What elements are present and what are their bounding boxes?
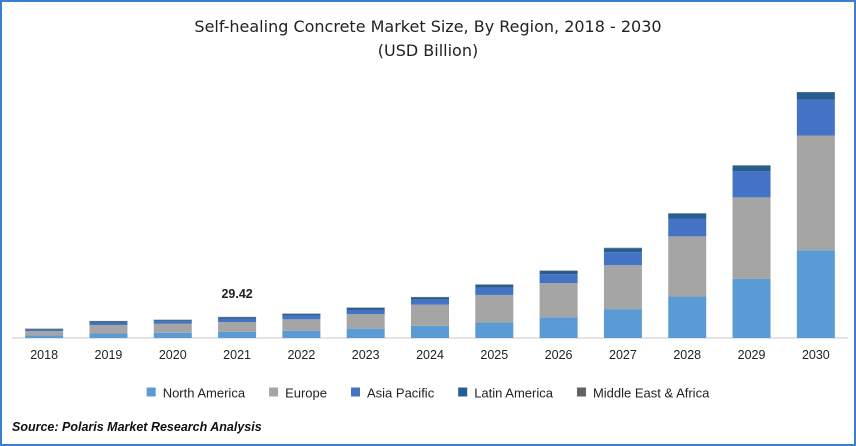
bar-latin-america-2024 — [411, 297, 449, 300]
x-tick-label-2026: 2026 — [545, 348, 573, 362]
bar-asia-pacific-2026 — [539, 274, 578, 284]
bar-asia-pacific-2019 — [89, 322, 128, 325]
bar-europe-2030 — [796, 135, 835, 251]
bar-asia-pacific-2024 — [411, 299, 449, 305]
data-label-2021: 29.42 — [221, 287, 252, 301]
annotations-group: 29.42 — [221, 287, 252, 301]
bar-asia-pacific-2021 — [218, 318, 257, 323]
x-tick-label-2027: 2027 — [609, 348, 637, 362]
bar-asia-pacific-2022 — [282, 315, 321, 320]
bar-europe-2023 — [346, 314, 385, 329]
bar-europe-2020 — [153, 323, 192, 333]
bar-asia-pacific-2023 — [346, 309, 385, 315]
bar-north-america-2019 — [89, 333, 128, 338]
bar-asia-pacific-2020 — [153, 321, 192, 324]
legend-label-latin-america: Latin America — [474, 386, 554, 401]
legend-swatch-asia-pacific — [351, 387, 360, 397]
bar-north-america-2018 — [25, 335, 64, 338]
chart-title: Self-healing Concrete Market Size, By Re… — [194, 17, 662, 36]
bar-north-america-2023 — [346, 328, 385, 338]
bar-asia-pacific-2028 — [668, 218, 707, 237]
bar-north-america-2022 — [282, 330, 321, 338]
bar-asia-pacific-2027 — [603, 252, 642, 266]
bar-europe-2018 — [25, 331, 64, 336]
x-tick-label-2023: 2023 — [352, 348, 380, 362]
x-tick-label-2020: 2020 — [159, 348, 187, 362]
legend-swatch-middle-east-and-africa — [576, 387, 586, 397]
bar-latin-america-2023 — [346, 307, 385, 310]
bar-north-america-2021 — [218, 331, 257, 338]
bar-north-america-2026 — [539, 317, 578, 338]
bar-asia-pacific-2030 — [796, 99, 835, 136]
bar-latin-america-2029 — [732, 165, 771, 172]
x-tick-label-2021: 2021 — [223, 348, 251, 362]
bar-latin-america-2020 — [153, 320, 192, 322]
legend-label-north-america: North America — [163, 386, 246, 401]
bar-north-america-2020 — [153, 332, 192, 338]
legend-label-asia-pacific: Asia Pacific — [367, 386, 435, 401]
x-tick-label-2029: 2029 — [738, 348, 766, 362]
bar-latin-america-2028 — [668, 213, 707, 219]
bar-latin-america-2022 — [282, 314, 321, 316]
legend-label-europe: Europe — [285, 386, 327, 401]
bar-latin-america-2026 — [539, 270, 578, 275]
bar-latin-america-2019 — [89, 321, 128, 323]
bar-asia-pacific-2029 — [732, 171, 771, 198]
bar-europe-2019 — [89, 324, 128, 334]
bar-north-america-2024 — [411, 325, 449, 338]
bar-latin-america-2025 — [475, 284, 514, 288]
bar-latin-america-2018 — [25, 329, 64, 330]
bar-europe-2024 — [411, 304, 449, 326]
x-tick-label-2019: 2019 — [95, 348, 123, 362]
x-tick-label-2022: 2022 — [287, 348, 315, 362]
legend-label-middle-east-and-africa: Middle East & Africa — [593, 386, 710, 401]
x-tick-labels: 2018 2019 2020 2021 2022 2023 2024 2025 2026 2027… — [30, 348, 830, 362]
bar-europe-2029 — [732, 197, 771, 279]
bar-europe-2025 — [475, 294, 514, 323]
chart-subtitle: (USD Billion) — [377, 41, 479, 60]
bar-asia-pacific-2025 — [475, 287, 514, 295]
legend: North America Europe Asia Pacific Latin Ame… — [146, 386, 710, 401]
legend-swatch-north-america — [146, 387, 156, 397]
bar-north-america-2029 — [732, 278, 771, 338]
bar-europe-2022 — [282, 319, 321, 331]
bar-north-america-2030 — [796, 250, 835, 338]
x-tick-label-2025: 2025 — [480, 348, 508, 362]
bar-latin-america-2027 — [603, 248, 642, 253]
bar-europe-2027 — [603, 265, 642, 310]
bars-group — [25, 92, 835, 338]
x-tick-label-2030: 2030 — [802, 348, 830, 362]
bar-europe-2026 — [539, 283, 578, 318]
bar-north-america-2028 — [668, 296, 707, 338]
bar-europe-2021 — [218, 322, 257, 332]
x-tick-label-2018: 2018 — [30, 348, 58, 362]
source-note: Source: Polaris Market Research Analysis — [12, 420, 262, 434]
legend-swatch-latin-america — [458, 387, 468, 397]
bar-asia-pacific-2018 — [25, 329, 64, 332]
bar-latin-america-2021 — [218, 317, 257, 319]
bar-europe-2028 — [668, 236, 707, 297]
bar-north-america-2025 — [475, 322, 514, 338]
bar-latin-america-2030 — [796, 92, 835, 100]
bar-north-america-2027 — [603, 309, 642, 338]
x-tick-label-2024: 2024 — [416, 348, 444, 362]
x-tick-label-2028: 2028 — [673, 348, 701, 362]
legend-swatch-europe — [269, 387, 279, 397]
